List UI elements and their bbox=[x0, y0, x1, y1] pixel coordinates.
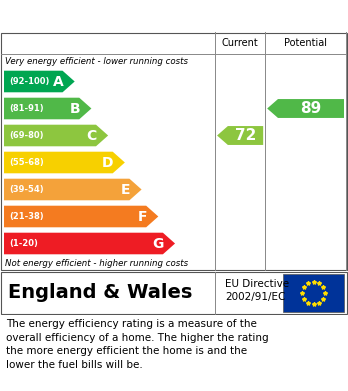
Text: E: E bbox=[121, 183, 130, 197]
Text: (81-91): (81-91) bbox=[9, 104, 44, 113]
Text: (21-38): (21-38) bbox=[9, 212, 44, 221]
Text: G: G bbox=[152, 237, 164, 251]
Text: EU Directive
2002/91/EC: EU Directive 2002/91/EC bbox=[225, 279, 289, 302]
Polygon shape bbox=[4, 206, 158, 227]
Text: F: F bbox=[138, 210, 147, 224]
Text: (55-68): (55-68) bbox=[9, 158, 44, 167]
Text: 89: 89 bbox=[300, 101, 322, 116]
Text: (92-100): (92-100) bbox=[9, 77, 49, 86]
Polygon shape bbox=[217, 126, 263, 145]
Bar bbox=[283, 274, 344, 312]
Polygon shape bbox=[267, 99, 344, 118]
Text: Current: Current bbox=[222, 38, 259, 48]
Text: The energy efficiency rating is a measure of the
overall efficiency of a home. T: The energy efficiency rating is a measur… bbox=[6, 319, 269, 370]
Polygon shape bbox=[4, 233, 175, 254]
Text: Very energy efficient - lower running costs: Very energy efficient - lower running co… bbox=[5, 57, 188, 66]
Text: B: B bbox=[70, 102, 80, 115]
Text: C: C bbox=[87, 129, 97, 142]
Text: Potential: Potential bbox=[284, 38, 327, 48]
Text: A: A bbox=[53, 75, 64, 88]
Polygon shape bbox=[4, 152, 125, 173]
Polygon shape bbox=[4, 98, 92, 119]
Text: England & Wales: England & Wales bbox=[8, 283, 192, 303]
Text: Energy Efficiency Rating: Energy Efficiency Rating bbox=[9, 9, 230, 24]
Text: (1-20): (1-20) bbox=[9, 239, 38, 248]
Text: (39-54): (39-54) bbox=[9, 185, 44, 194]
Text: (69-80): (69-80) bbox=[9, 131, 44, 140]
Text: 72: 72 bbox=[235, 128, 256, 143]
Text: D: D bbox=[102, 156, 114, 170]
Polygon shape bbox=[4, 179, 142, 200]
Text: Not energy efficient - higher running costs: Not energy efficient - higher running co… bbox=[5, 260, 188, 269]
Polygon shape bbox=[4, 71, 75, 92]
Polygon shape bbox=[4, 125, 108, 146]
